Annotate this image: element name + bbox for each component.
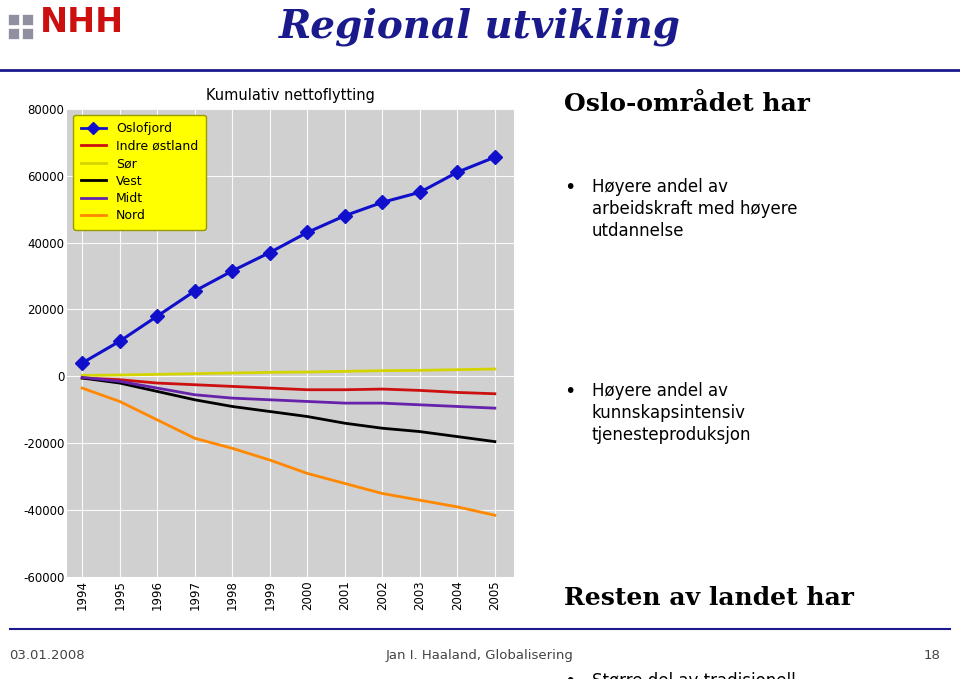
Text: NHH: NHH: [40, 6, 124, 39]
Text: Større del av tradisjonell
konkurranseutsatt
industri: Større del av tradisjonell konkurranseut…: [591, 672, 796, 679]
Bar: [8, 14, 19, 25]
Text: •: •: [564, 178, 575, 197]
Text: Høyere andel av
kunnskapsintensiv
tjenesteproduksjon: Høyere andel av kunnskapsintensiv tjenes…: [591, 382, 752, 444]
Text: Jan I. Haaland, Globalisering: Jan I. Haaland, Globalisering: [386, 649, 574, 662]
Bar: [22, 14, 33, 25]
Bar: [8, 28, 19, 39]
Text: Regional utvikling: Regional utvikling: [279, 7, 681, 46]
Text: •: •: [564, 382, 575, 401]
Text: Resten av landet har: Resten av landet har: [564, 586, 853, 610]
Text: Høyere andel av
arbeidskraft med høyere
utdannelse: Høyere andel av arbeidskraft med høyere …: [591, 178, 798, 240]
Text: •: •: [564, 672, 575, 679]
Text: 03.01.2008: 03.01.2008: [10, 649, 85, 662]
Title: Kumulativ nettoflytting: Kumulativ nettoflytting: [206, 88, 374, 103]
Legend: Oslofjord, Indre østland, Sør, Vest, Midt, Nord: Oslofjord, Indre østland, Sør, Vest, Mid…: [74, 115, 205, 230]
Text: 18: 18: [924, 649, 941, 662]
Text: Oslo-området har: Oslo-området har: [564, 92, 810, 116]
Bar: [22, 28, 33, 39]
